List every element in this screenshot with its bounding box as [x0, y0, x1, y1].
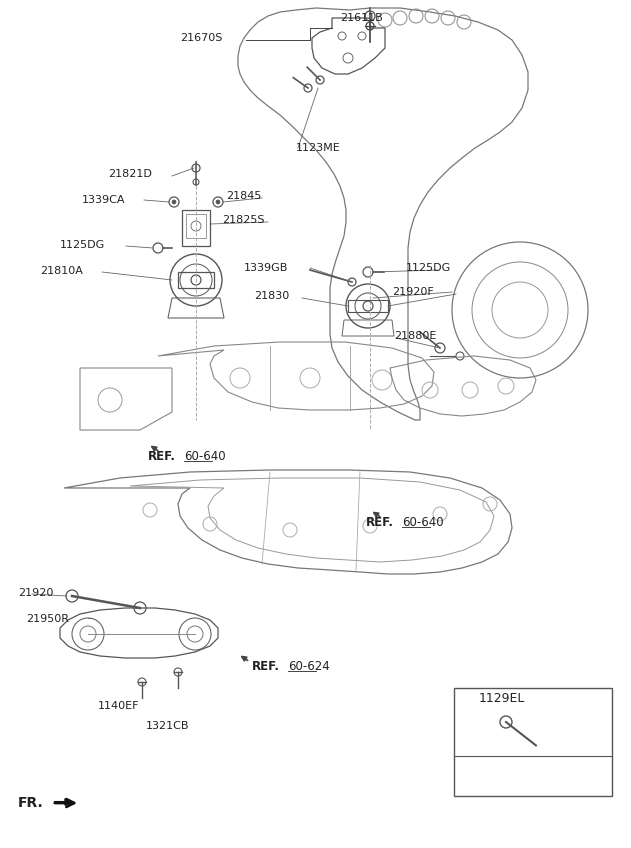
Text: 21825S: 21825S	[222, 215, 264, 225]
Text: 21830: 21830	[254, 291, 289, 301]
Text: 1321CB: 1321CB	[146, 721, 189, 731]
Text: 21920F: 21920F	[392, 287, 433, 297]
Circle shape	[172, 200, 176, 204]
Circle shape	[216, 200, 220, 204]
Text: 1140EF: 1140EF	[98, 701, 139, 711]
Text: 1123ME: 1123ME	[296, 143, 341, 153]
Bar	[454, 688, 612, 796]
Text: 21880E: 21880E	[394, 331, 437, 341]
Text: 21821D: 21821D	[108, 169, 152, 179]
Text: 1129EL: 1129EL	[479, 691, 525, 705]
Text: REF.: REF.	[252, 660, 280, 672]
Text: 60-640: 60-640	[184, 449, 226, 462]
Text: 60-640: 60-640	[402, 516, 444, 528]
Text: 60-624: 60-624	[288, 660, 330, 672]
Text: 1339GB: 1339GB	[244, 263, 288, 273]
Text: 21950R: 21950R	[26, 614, 69, 624]
Text: FR.: FR.	[18, 796, 44, 810]
Text: 1125DG: 1125DG	[406, 263, 451, 273]
Text: 21611B: 21611B	[340, 13, 383, 23]
Text: 21920: 21920	[18, 588, 54, 598]
Text: REF.: REF.	[366, 516, 394, 528]
Text: 21845: 21845	[226, 191, 261, 201]
Text: REF.: REF.	[148, 449, 176, 462]
Text: 1339CA: 1339CA	[82, 195, 126, 205]
Text: 21810A: 21810A	[40, 266, 83, 276]
Text: 21670S: 21670S	[180, 33, 222, 43]
Text: 1125DG: 1125DG	[60, 240, 105, 250]
